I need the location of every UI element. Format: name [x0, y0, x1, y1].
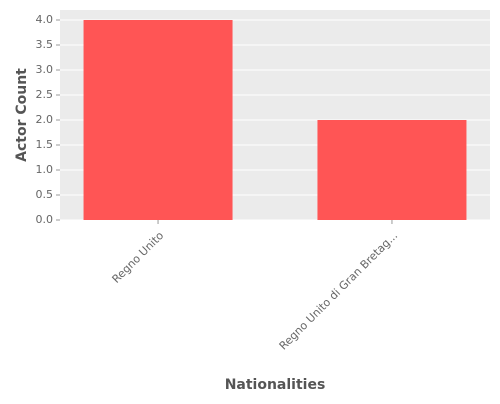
y-tick-label: 1.5	[36, 138, 54, 151]
y-tick-label: 0.5	[36, 188, 54, 201]
x-axis-title: Nationalities	[225, 377, 326, 393]
x-tick-label: Regno Unito di Gran Bretag...	[277, 229, 400, 352]
y-tick-label: 2.0	[36, 113, 54, 126]
y-tick-label: 3.0	[36, 63, 54, 76]
y-tick-label: 4.0	[36, 13, 54, 26]
y-tick-label: 0.0	[36, 213, 54, 226]
y-tick-label: 3.5	[36, 38, 54, 51]
y-tick-label: 2.5	[36, 88, 54, 101]
x-tick-label: Regno Unito	[110, 229, 167, 286]
y-axis-title: Actor Count	[14, 68, 30, 162]
bar	[317, 120, 467, 220]
y-tick-label: 1.0	[36, 163, 54, 176]
bar	[83, 20, 233, 220]
